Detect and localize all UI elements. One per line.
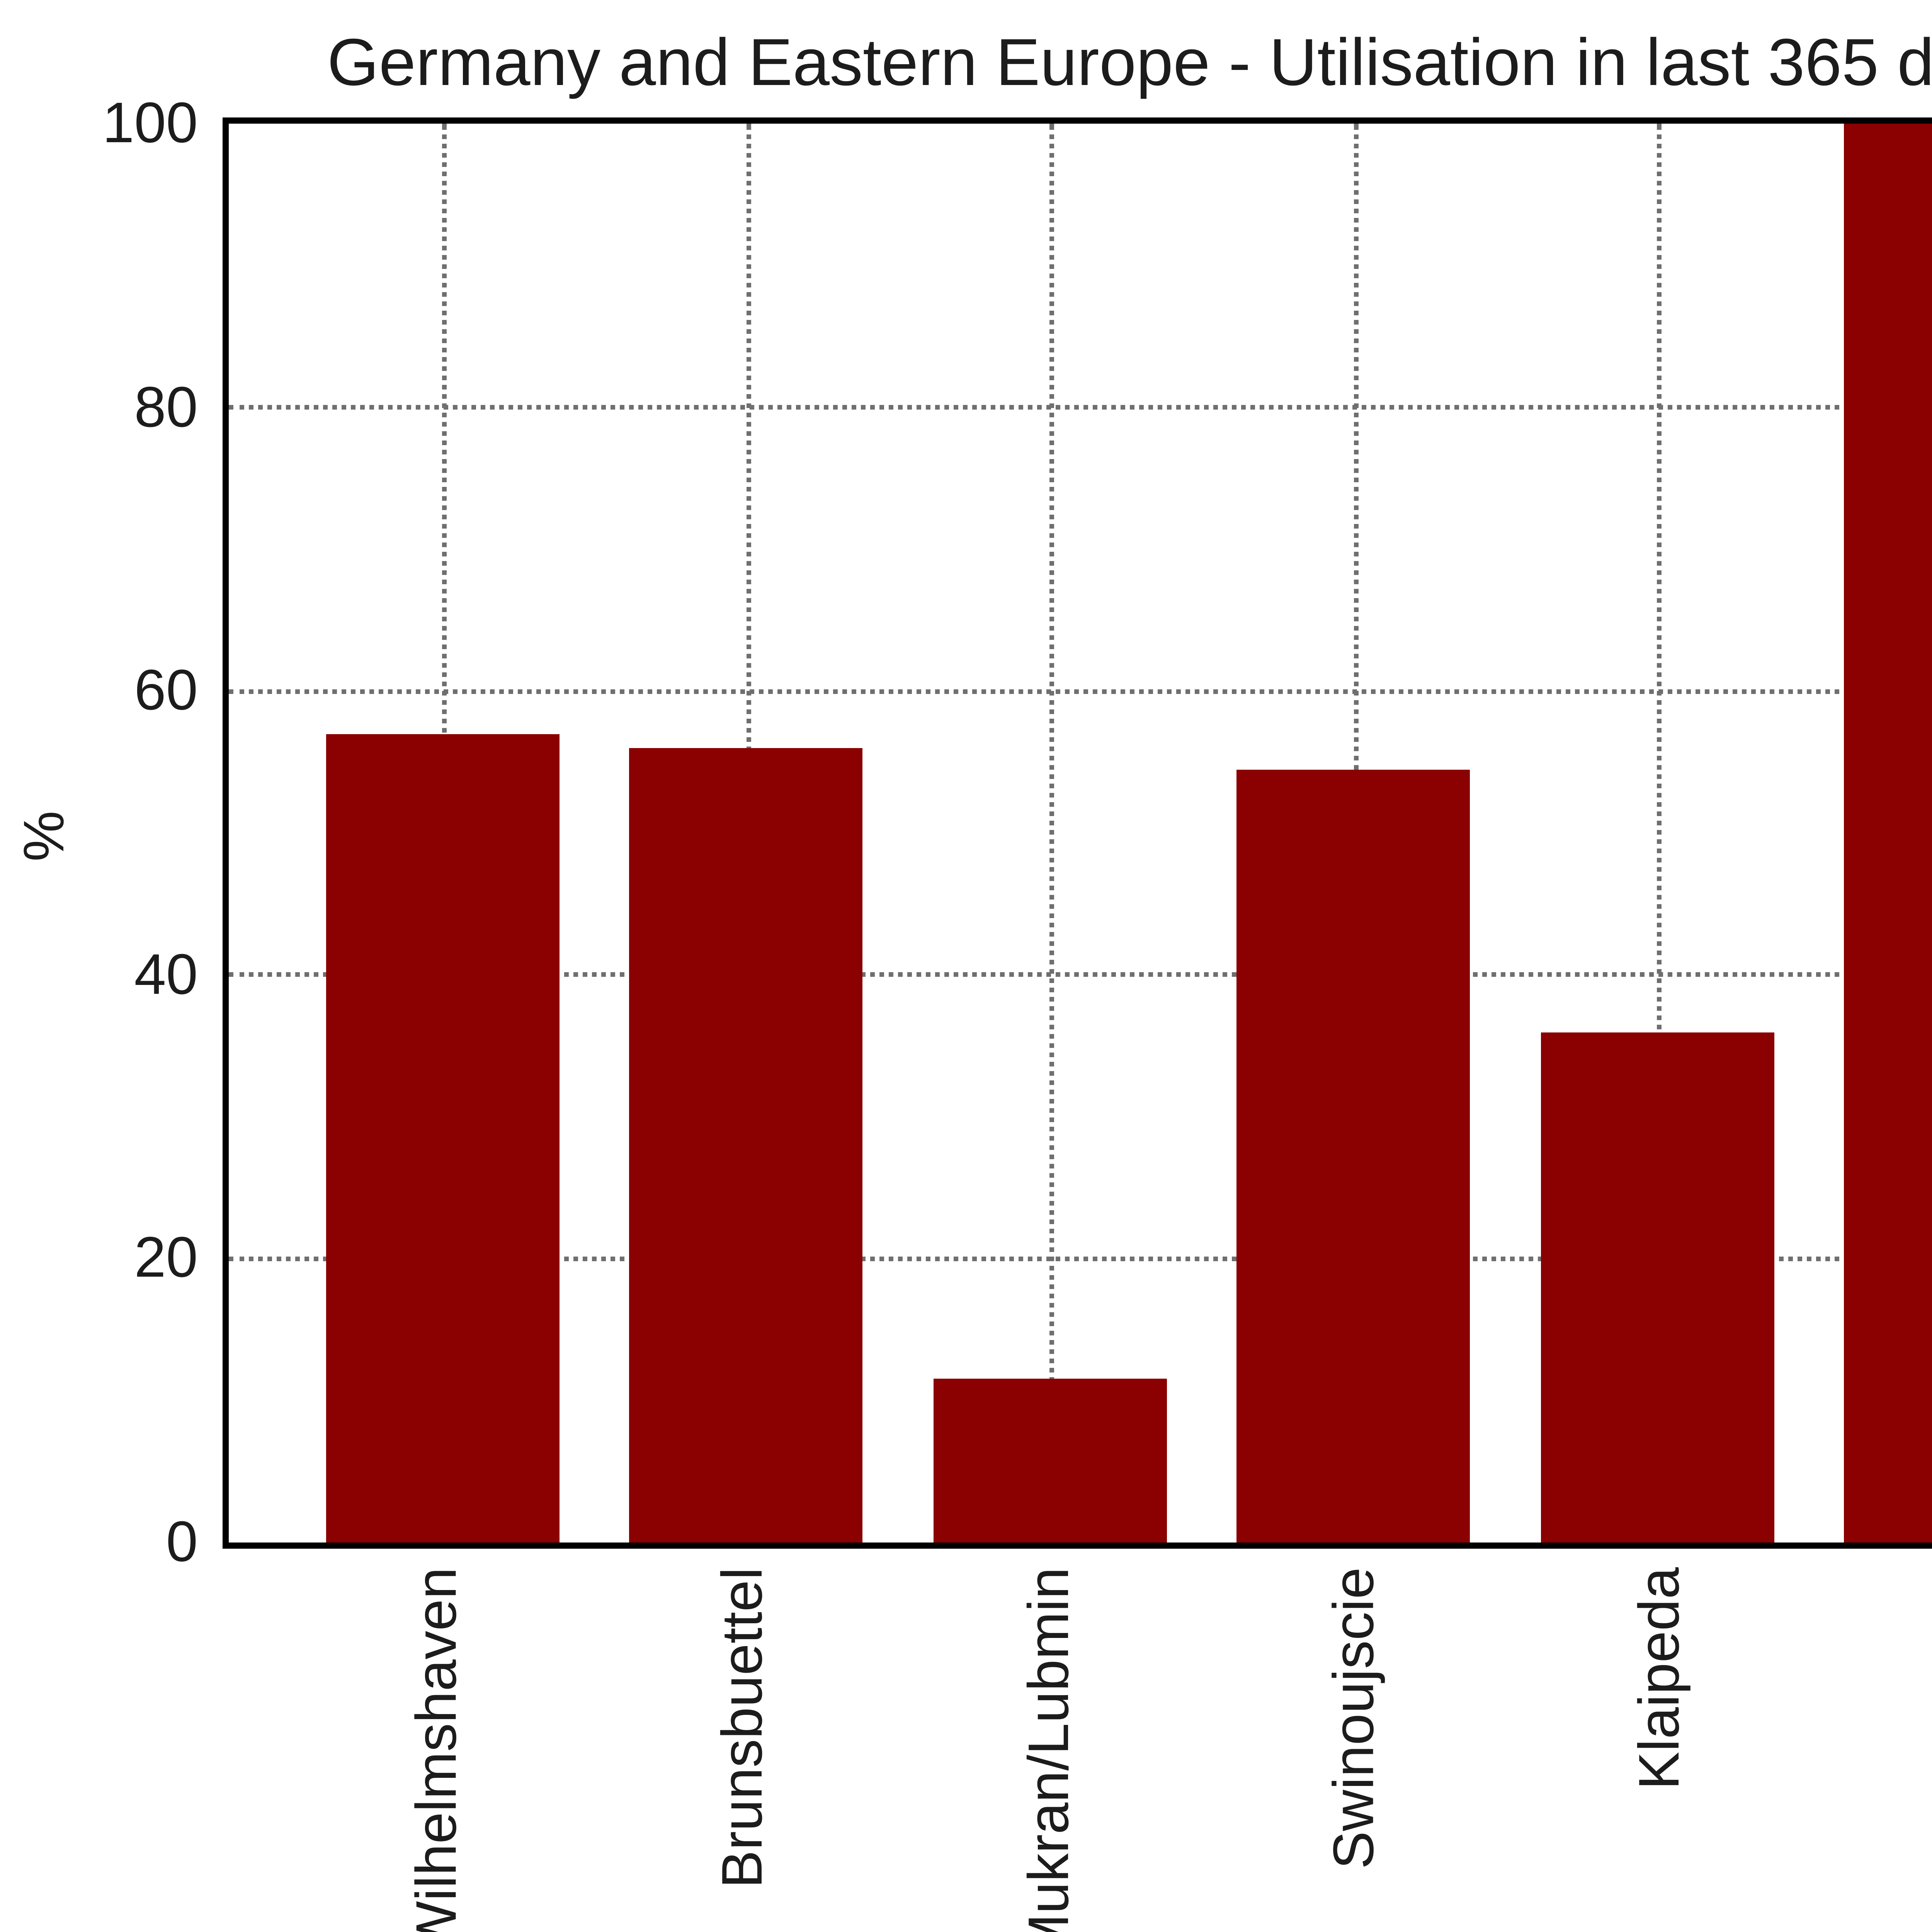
x-tick-label-klaipeda: Klaipeda — [1628, 1567, 1691, 1790]
bar-slots — [229, 124, 1932, 1543]
bar-mukran-lubmin — [933, 1379, 1167, 1543]
x-tick-label-mukran-lubmin: Mukran/Lubmin — [1016, 1567, 1080, 1932]
x-label-cell-brunsbuettel: Brunsbuettel — [590, 1567, 896, 1932]
bar-inkoo — [1844, 124, 1932, 1543]
h-gridline-60 — [229, 689, 1932, 694]
x-axis-labels: Wilhelmshaven Brunsbuettel Mukran/Lubmin Sw… — [223, 1567, 1932, 1932]
category-slot-mukran-lubmin — [898, 124, 1202, 1543]
bar-klaipeda — [1540, 1032, 1774, 1543]
x-label-cell-wilhelmshaven: Wilhelmshaven — [284, 1567, 590, 1932]
category-slot-klaipeda — [1505, 124, 1809, 1543]
x-label-cell-swinoujscie: Swinoujscie — [1202, 1567, 1507, 1932]
x-tick-label-brunsbuettel: Brunsbuettel — [711, 1567, 774, 1888]
y-tick-20: 20 — [134, 1226, 198, 1290]
h-gridline-80 — [229, 405, 1932, 410]
bar-brunsbuettel — [629, 748, 863, 1543]
x-tick-label-swinoujscie: Swinoujscie — [1322, 1567, 1386, 1869]
category-slot-wilhelmshaven — [291, 124, 594, 1543]
category-slot-brunsbuettel — [594, 124, 898, 1543]
y-tick-60: 60 — [134, 658, 198, 722]
category-slot-inkoo — [1809, 124, 1932, 1543]
x-tick-label-wilhelmshaven: Wilhelmshaven — [405, 1567, 468, 1932]
bar-wilhelmshaven — [325, 734, 560, 1543]
x-label-cell-klaipeda: Klaipeda — [1507, 1567, 1813, 1932]
bar-swinoujscie — [1236, 769, 1471, 1543]
category-slot-swinoujscie — [1202, 124, 1505, 1543]
y-tick-40: 40 — [134, 942, 198, 1006]
x-label-cell-inkoo: Inkoo — [1813, 1567, 1932, 1932]
y-tick-0: 0 — [166, 1510, 198, 1573]
plot-area — [223, 117, 1932, 1549]
y-axis-label: % — [12, 811, 76, 862]
chart-title: Germany and Eastern Europe - Utilisation… — [327, 26, 1932, 100]
x-label-cell-mukran-lubmin: Mukran/Lubmin — [896, 1567, 1202, 1932]
y-tick-100: 100 — [102, 91, 198, 155]
y-tick-80: 80 — [134, 375, 198, 439]
v-gridline-mukran-lubmin — [1050, 124, 1054, 1543]
